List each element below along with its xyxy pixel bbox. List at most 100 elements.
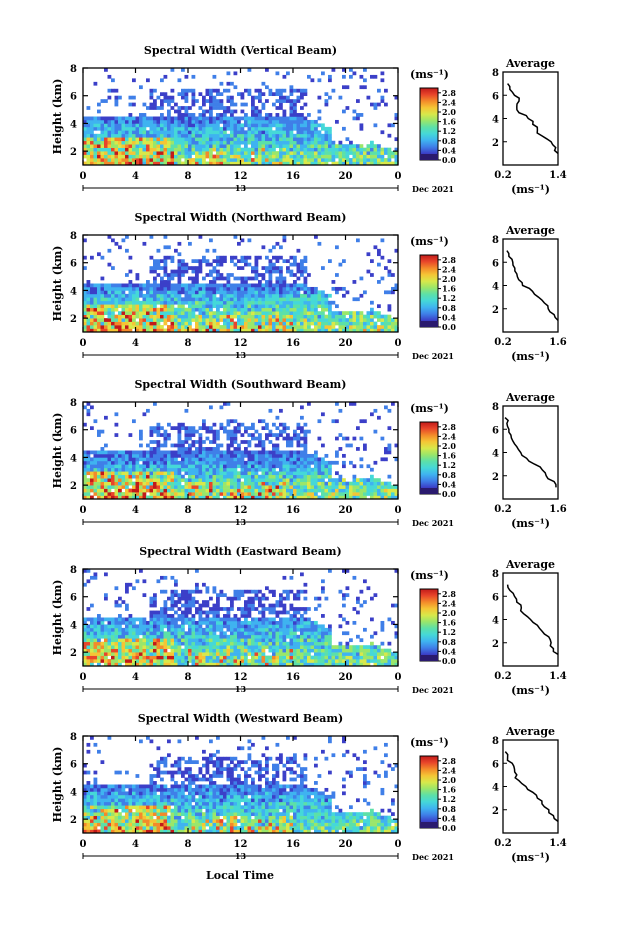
heatmap-cell [247, 453, 252, 458]
heatmap-cell [191, 603, 196, 608]
heatmap-cell [153, 467, 157, 472]
heatmap-cell [184, 147, 189, 152]
heatmap-cell [128, 495, 133, 500]
heatmap-cell [170, 259, 175, 264]
heatmap-cell [205, 645, 210, 649]
heatmap-cell [111, 492, 115, 496]
heatmap-cell [111, 144, 115, 148]
heatmap-cell [293, 283, 297, 288]
heatmap-cell [107, 119, 112, 124]
heatmap-cell [181, 495, 185, 500]
heatmap-cell [363, 151, 367, 155]
heatmap-cell [394, 328, 399, 333]
heatmap-cell [135, 495, 140, 500]
heatmap-cell [104, 648, 108, 653]
heatmap-cell [209, 158, 213, 162]
heatmap-cell [142, 151, 147, 155]
heatmap-cell [272, 321, 276, 326]
heatmap-cell [181, 617, 185, 622]
heatmap-cell [174, 645, 178, 649]
heatmap-cell [307, 474, 311, 479]
heatmap-cell [359, 161, 364, 166]
heatmap-cell [149, 255, 154, 260]
heatmap-cell [279, 290, 283, 295]
heatmap-cell [100, 453, 105, 458]
heatmap-cell [184, 488, 189, 493]
heatmap-cell [107, 457, 112, 462]
heatmap-cell [356, 325, 360, 329]
heatmap-cell [125, 495, 129, 500]
heatmap-cell [223, 485, 227, 489]
heatmap-cell [233, 126, 238, 131]
heatmap-cell [268, 460, 273, 465]
heatmap-cell [184, 492, 189, 496]
heatmap-cell [177, 259, 182, 264]
heatmap-cell [272, 314, 276, 319]
heatmap-cell [167, 300, 171, 305]
heatmap-cell [170, 453, 175, 458]
heatmap-cell [174, 603, 178, 608]
heatmap-cell [198, 307, 203, 312]
heatmap-cell [317, 419, 322, 424]
heatmap-cell [240, 276, 245, 281]
heatmap-cell [205, 488, 210, 493]
heatmap-cell [170, 620, 175, 625]
heatmap-cell [181, 123, 185, 128]
heatmap-cell [149, 447, 154, 451]
heatmap-cell [139, 137, 143, 142]
heatmap-cell [198, 328, 203, 333]
heatmap-cell [247, 318, 252, 322]
heatmap-cell [352, 311, 357, 315]
heatmap-cell [310, 286, 315, 291]
heatmap-cell [209, 154, 213, 159]
heatmap-cell [125, 297, 129, 302]
heatmap-cell [90, 426, 94, 431]
heatmap-cell [156, 631, 161, 636]
heatmap-cell [167, 130, 171, 135]
heatmap-cell [275, 293, 280, 298]
heatmap-cell [212, 286, 217, 291]
heatmap-cell [156, 137, 161, 142]
heatmap-cell [205, 603, 210, 608]
heatmap-cell [142, 116, 147, 121]
heatmap-cell [125, 460, 129, 465]
heatmap-cell [121, 617, 126, 622]
heatmap-cell [142, 286, 147, 291]
heatmap-cells [83, 68, 399, 166]
heatmap-cell [261, 276, 266, 281]
heatmap-cell [247, 314, 252, 319]
heatmap-cell [104, 467, 108, 472]
heatmap-cell [111, 474, 115, 479]
heatmap-cell [146, 467, 150, 472]
heatmap-cell [100, 255, 105, 260]
heatmap-cells [83, 569, 399, 667]
heatmap-cell [93, 81, 98, 86]
heatmap-cell [128, 471, 133, 476]
heatmap-cell [198, 321, 203, 326]
heatmap-cell [212, 457, 217, 462]
heatmap-cell [258, 113, 262, 117]
heatmap-cell [205, 307, 210, 312]
heatmap-cell [219, 422, 224, 427]
heatmap-cell [160, 300, 164, 305]
heatmap-cell [244, 460, 248, 465]
heatmap-cell [174, 293, 178, 298]
heatmap-cell [174, 620, 178, 625]
heatmap-cell [209, 238, 213, 243]
heatmap-cell [254, 464, 259, 469]
heatmap-cell [153, 154, 157, 159]
heatmap-cell [114, 492, 119, 496]
heatmap-cell [275, 453, 280, 458]
heatmap-cell [205, 436, 210, 441]
heatmap-cell [335, 478, 339, 482]
heatmap-cell [212, 280, 217, 284]
heatmap-cell [244, 147, 248, 152]
heatmap-cell [149, 328, 154, 333]
heatmap-cell [125, 582, 129, 587]
heatmap-cell [314, 126, 318, 131]
heatmap-cell [177, 113, 182, 117]
heatmap-cell [352, 436, 357, 441]
heatmap-cell [240, 325, 245, 329]
heatmap-cell [104, 593, 108, 598]
heatmap-cell [331, 151, 336, 155]
